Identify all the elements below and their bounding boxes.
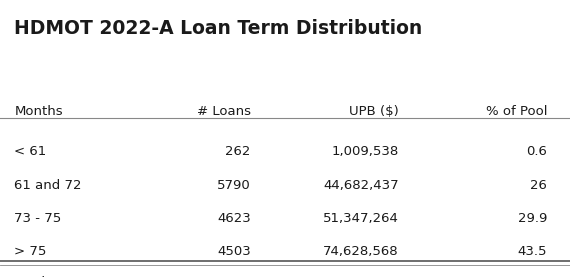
Text: 29.9: 29.9 [518, 212, 547, 225]
Text: 4503: 4503 [217, 245, 251, 258]
Text: 61 and 72: 61 and 72 [14, 179, 82, 192]
Text: 4623: 4623 [217, 212, 251, 225]
Text: 73 - 75: 73 - 75 [14, 212, 62, 225]
Text: 171,667,807: 171,667,807 [315, 276, 399, 277]
Text: 1,009,538: 1,009,538 [332, 145, 399, 158]
Text: UPB ($): UPB ($) [349, 105, 399, 118]
Text: Total: Total [14, 276, 46, 277]
Text: % of Pool: % of Pool [486, 105, 547, 118]
Text: 43.5: 43.5 [518, 245, 547, 258]
Text: > 75: > 75 [14, 245, 47, 258]
Text: Months: Months [14, 105, 63, 118]
Text: 51,347,264: 51,347,264 [323, 212, 399, 225]
Text: 26: 26 [530, 179, 547, 192]
Text: 44,682,437: 44,682,437 [323, 179, 399, 192]
Text: 5790: 5790 [217, 179, 251, 192]
Text: 0.6: 0.6 [526, 145, 547, 158]
Text: # Loans: # Loans [197, 105, 251, 118]
Text: 262: 262 [225, 145, 251, 158]
Text: 100: 100 [522, 276, 547, 277]
Text: HDMOT 2022-A Loan Term Distribution: HDMOT 2022-A Loan Term Distribution [14, 19, 422, 39]
Text: 15178: 15178 [209, 276, 251, 277]
Text: 74,628,568: 74,628,568 [323, 245, 399, 258]
Text: < 61: < 61 [14, 145, 47, 158]
